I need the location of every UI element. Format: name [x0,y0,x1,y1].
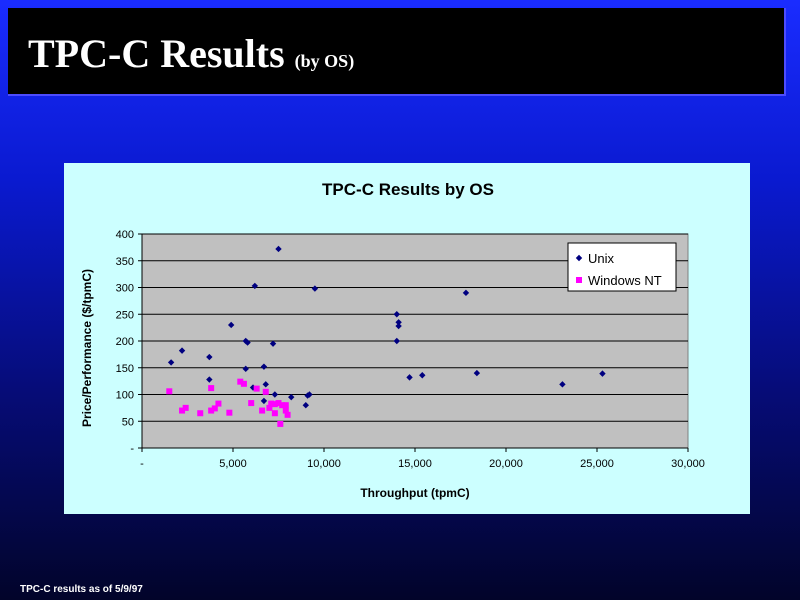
y-tick-label: 200 [116,336,134,348]
windows-nt-point [275,400,282,407]
unix-point [206,376,213,383]
y-axis-label: Price/Performance ($/tpmC) [80,269,94,427]
scatter-chart: TPC-C Results by OS - 5,000 10,000 15,000 20… [80,180,705,500]
unix-point [206,353,213,361]
legend-marker-windows-nt [576,277,582,283]
windows-nt-point [279,402,286,409]
unix-point [395,322,402,330]
x-axis-ticks: - 5,000 10,000 15,000 20,000 25,000 30,000 [140,448,705,470]
y-tick-label: - [130,443,134,455]
unix-point [302,402,309,409]
windows-nt-point [197,410,204,417]
unix-point [262,381,269,388]
x-tick-label: 10,000 [307,458,341,470]
unix-point [251,282,259,290]
unix-point [406,374,413,381]
legend: Unix Windows NT [567,242,677,292]
data-points [166,245,606,427]
windows-nt-point [215,400,222,407]
footer-note: TPC-C results as of 5/9/97 [20,584,143,595]
windows-nt-point [282,402,289,409]
unix-point [244,339,251,346]
x-axis-label: Throughput (tpmC) [360,486,469,500]
chart-panel: TPC-C Results by OS - 5,000 10,000 15,000 20… [64,163,750,514]
unix-point [178,347,186,354]
legend-label-windows-nt: Windows NT [588,273,662,288]
windows-nt-point [277,420,284,427]
windows-nt-point [271,401,278,408]
windows-nt-point [282,407,289,414]
slide-title: TPC-C Results (by OS) [28,30,354,77]
unix-point [269,340,277,347]
windows-nt-point [240,380,247,387]
unix-point [260,397,268,405]
title-bar: TPC-C Results (by OS) [8,8,786,96]
windows-nt-point [179,407,186,414]
unix-point [599,370,606,377]
legend-marker-unix [575,254,583,262]
unix-point [275,245,282,253]
slide-title-sub: (by OS) [294,51,355,71]
unix-point [227,321,235,329]
unix-point [311,285,319,292]
y-tick-label: 100 [116,390,134,402]
x-tick-label: 15,000 [398,458,432,470]
windows-nt-point [268,400,275,407]
windows-nt-point [248,400,255,407]
unix-point [473,369,481,377]
unix-point [395,319,402,326]
windows-nt-point [259,407,266,414]
windows-nt-point [266,404,273,411]
windows-nt-point [211,405,218,412]
unix-point [306,391,313,398]
slide-title-main: TPC-C Results [28,31,285,76]
y-tick-label: 300 [116,283,134,295]
x-tick-label: 25,000 [580,458,614,470]
y-tick-label: 250 [116,309,134,321]
windows-nt-point [271,410,278,417]
windows-nt-point [262,388,269,395]
unix-point [242,365,249,373]
unix-point [167,359,175,366]
y-tick-label: 350 [116,256,134,268]
y-tick-label: 150 [116,363,134,375]
legend-label-unix: Unix [588,251,615,266]
unix-point [271,391,279,398]
unix-point [393,311,400,318]
legend-box [567,242,677,292]
unix-point [260,363,268,370]
windows-nt-point [166,388,173,395]
y-tick-label: 400 [116,229,134,241]
x-tick-label: 30,000 [671,458,705,470]
y-axis-ticks: - 50 100 150 200 250 300 350 400 [116,229,142,455]
windows-nt-point [226,409,233,416]
windows-nt-point [182,404,189,411]
chart-title: TPC-C Results by OS [322,180,494,199]
windows-nt-point [208,407,215,414]
y-tick-label: 50 [122,416,134,428]
windows-nt-point [208,385,215,392]
windows-nt-point [284,411,291,418]
x-tick-label: 5,000 [219,458,247,470]
unix-point [288,393,295,401]
unix-point [419,372,426,379]
x-tick-label: - [140,458,144,470]
x-tick-label: 20,000 [489,458,523,470]
windows-nt-point [237,378,244,385]
windows-nt-point [253,385,260,392]
unix-point [462,289,470,297]
unix-point [393,337,400,345]
